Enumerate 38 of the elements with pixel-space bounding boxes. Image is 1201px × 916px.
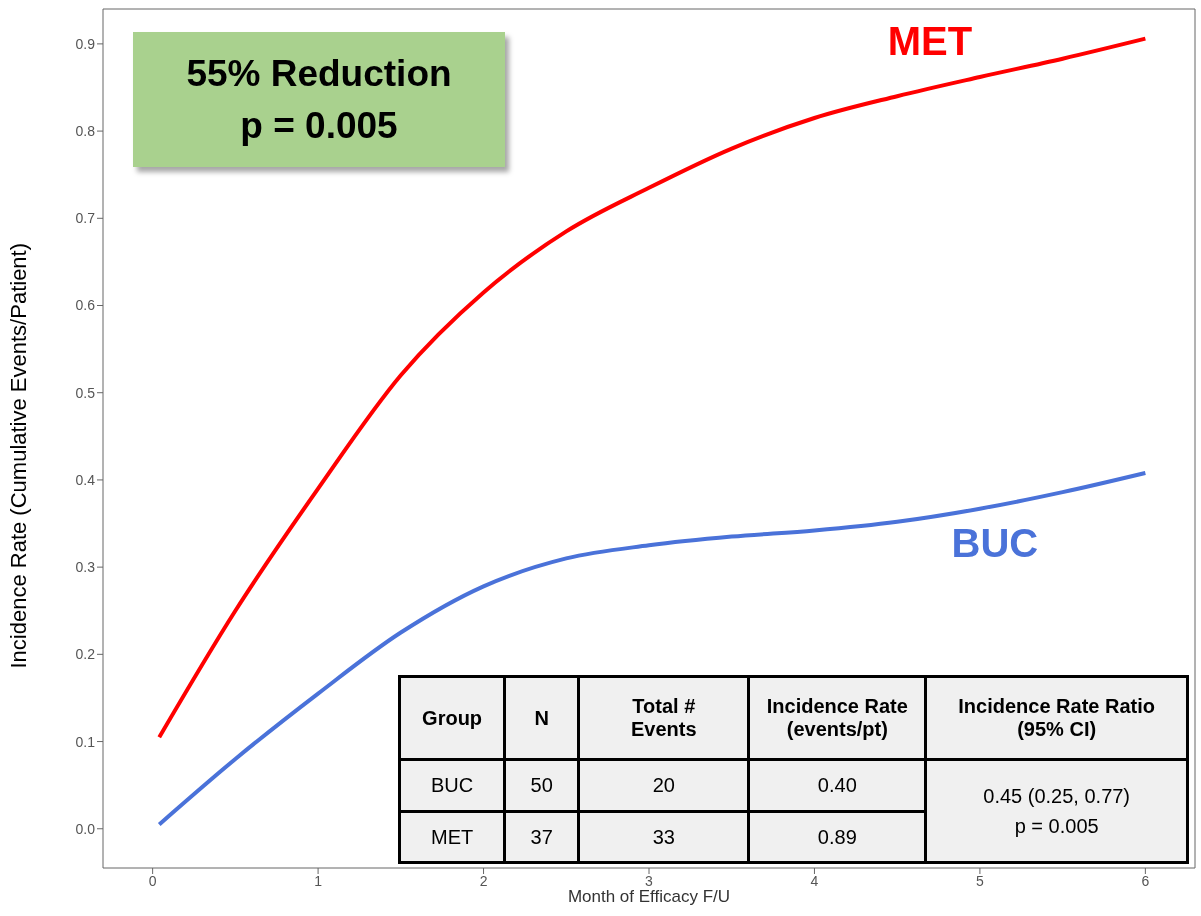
y-tick-label: 0.8: [75, 123, 96, 140]
annotation: 0.89: [748, 811, 926, 863]
annotation: MET: [399, 811, 505, 863]
y-tick-label: 0.3: [75, 559, 96, 576]
y-tick-label: 0.7: [75, 210, 96, 227]
annotation: p = 0.005: [1013, 814, 1100, 839]
y-tick-label: 0.5: [75, 384, 96, 401]
annotation: 37: [504, 811, 579, 863]
y-tick-label: 0.4: [75, 471, 96, 488]
x-tick-label: 6: [1141, 872, 1150, 889]
series-label: MET: [887, 19, 973, 64]
y-tick-label: 0.2: [75, 646, 96, 663]
y-tick-label: 0.6: [75, 297, 96, 314]
annotation: 55% Reduction: [186, 51, 452, 96]
x-tick-label: 2: [479, 872, 488, 889]
y-axis-title: Incidence Rate (Cumulative Events/Patient): [5, 242, 31, 669]
annotation: 20: [578, 759, 749, 812]
y-tick-label: 0.0: [75, 820, 96, 837]
annotation: BUC: [399, 759, 505, 812]
annotation: 50: [504, 759, 579, 812]
x-tick-label: 0: [148, 872, 157, 889]
x-tick-label: 5: [976, 872, 985, 889]
series-label: BUC: [951, 520, 1039, 565]
annotation: Incidence Rate (events/pt): [748, 676, 926, 760]
annotation: Group: [399, 676, 505, 760]
annotation: 0.40: [748, 759, 926, 812]
y-tick-label: 0.9: [75, 35, 96, 52]
annotation: 33: [578, 811, 749, 863]
annotation: 0.45 (0.25, 0.77): [982, 784, 1132, 809]
annotation: N: [504, 676, 579, 760]
x-tick-label: 3: [645, 872, 654, 889]
y-tick-label: 0.1: [75, 733, 96, 750]
x-tick-label: 4: [810, 872, 819, 889]
x-tick-label: 1: [314, 872, 323, 889]
x-axis-title: Month of Efficacy F/U: [567, 887, 731, 906]
annotation: Total # Events: [578, 676, 749, 760]
annotation: Incidence Rate Ratio (95% CI): [925, 676, 1188, 760]
annotation: p = 0.005: [240, 103, 398, 148]
